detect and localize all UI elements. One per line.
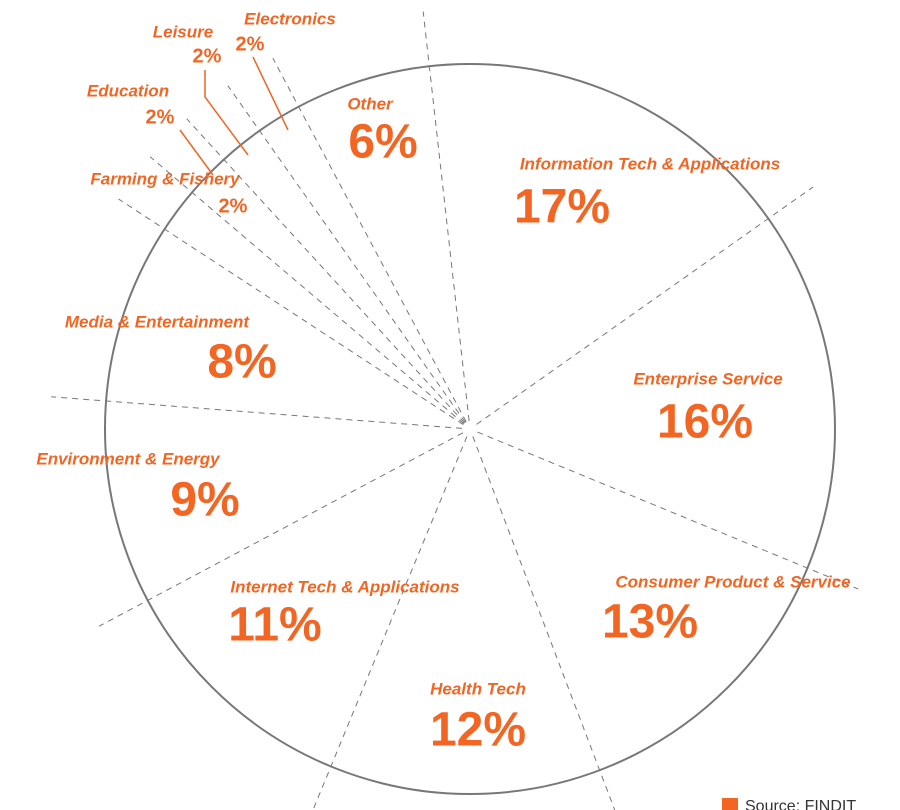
source-swatch [722, 798, 738, 810]
slice-divider [476, 186, 814, 425]
slice-divider [422, 11, 470, 422]
value-label: 16% [657, 396, 753, 449]
category-label: Information Tech & Applications [520, 154, 780, 173]
category-label: Media & Entertainment [65, 312, 251, 331]
value-label: 2% [219, 195, 248, 217]
slice-divider [272, 57, 467, 423]
source-note: Source: FINDIT [745, 798, 856, 810]
value-label: 9% [170, 474, 239, 527]
value-label: 11% [228, 599, 321, 652]
value-label: 13% [602, 596, 698, 649]
category-label: Other [347, 94, 394, 113]
slice-divider [118, 198, 464, 426]
category-label: Environment & Energy [36, 449, 221, 468]
slice-divider [98, 432, 464, 627]
slice-divider [186, 118, 465, 424]
category-label: Leisure [153, 22, 213, 41]
leader-line [252, 56, 289, 131]
value-label: 17% [514, 181, 610, 234]
value-label: 2% [146, 106, 175, 128]
category-label: Internet Tech & Applications [230, 577, 459, 596]
leader-line [179, 129, 214, 176]
category-label: Electronics [244, 9, 336, 28]
slice-divider [51, 396, 463, 429]
category-label: Consumer Product & Service [615, 572, 850, 591]
leader-line [204, 70, 249, 156]
value-label: 2% [236, 33, 265, 55]
category-label: Health Tech [430, 679, 526, 698]
value-label: 2% [193, 45, 222, 67]
slice-divider [149, 156, 465, 425]
slice-divider [472, 436, 616, 810]
pie-outline [104, 63, 836, 795]
slice-divider [477, 431, 859, 590]
value-label: 8% [207, 336, 276, 389]
value-label: 6% [348, 116, 417, 169]
slice-divider [312, 436, 468, 810]
category-label: Education [87, 81, 169, 100]
category-label: Farming & Fishery [90, 169, 241, 188]
value-label: 12% [430, 704, 526, 757]
slice-divider [227, 85, 466, 423]
category-label: Enterprise Service [633, 369, 782, 388]
